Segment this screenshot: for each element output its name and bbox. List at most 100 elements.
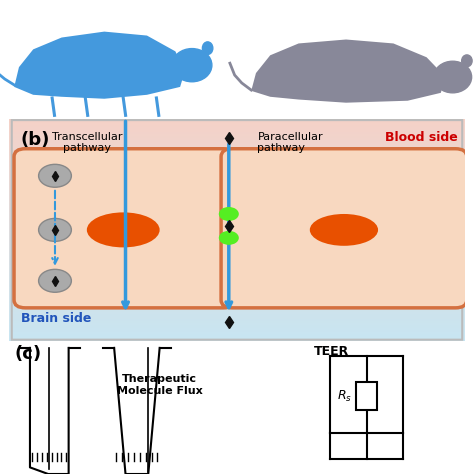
Bar [9,172,465,174]
Bar [9,147,465,150]
Bar [9,143,465,145]
Bar [9,132,465,134]
Bar [9,276,465,279]
Bar [9,256,465,259]
Bar [9,167,465,170]
Bar [9,161,465,163]
Bar [9,136,465,138]
Bar [9,187,465,190]
Bar [9,232,465,234]
Bar [9,317,465,319]
Polygon shape [251,39,446,103]
Bar [9,308,465,310]
Bar [356,382,377,410]
Bar [9,125,465,128]
Bar [9,234,465,237]
Text: Transcellular
pathway: Transcellular pathway [52,132,122,154]
Bar [9,199,465,201]
Bar [9,243,465,246]
Bar [9,134,465,137]
Text: (c): (c) [14,345,41,363]
FancyBboxPatch shape [221,149,467,308]
Bar [9,281,465,283]
Bar [9,163,465,165]
Bar [9,265,465,268]
Circle shape [38,269,72,292]
Bar [9,127,465,130]
Ellipse shape [202,42,213,55]
Bar [9,129,465,132]
Bar [9,321,465,323]
Bar [9,261,465,264]
Bar [9,212,465,214]
Bar [9,183,465,185]
Bar [9,270,465,272]
Text: Paracellular
pathway: Paracellular pathway [257,132,323,154]
Bar [9,292,465,294]
Bar [9,165,465,167]
Bar [9,323,465,326]
Bar [9,158,465,161]
Bar [9,272,465,274]
Bar [9,285,465,288]
Circle shape [219,207,239,221]
Bar [9,210,465,212]
Bar [9,290,465,292]
Bar [9,138,465,141]
Bar [9,288,465,290]
Bar [9,221,465,223]
Bar [9,145,465,147]
Bar [9,140,465,143]
Circle shape [434,61,472,93]
Bar [9,330,465,332]
Bar [9,296,465,299]
Bar [9,303,465,306]
Bar [9,254,465,256]
Circle shape [38,219,72,241]
Bar [9,267,465,270]
Bar [9,191,465,194]
Bar [9,325,465,328]
Bar [9,225,465,228]
Bar [9,156,465,159]
FancyBboxPatch shape [14,149,235,308]
Bar [9,194,465,197]
Bar [9,263,465,265]
Bar [9,190,465,192]
Bar [9,314,465,317]
Bar [9,241,465,243]
Text: Brain side: Brain side [21,312,91,325]
Circle shape [38,164,72,187]
Bar [9,238,465,241]
Bar [9,305,465,308]
Bar [9,258,465,261]
Ellipse shape [462,55,472,67]
Ellipse shape [87,212,160,247]
Bar [9,219,465,221]
Bar [9,223,465,226]
Bar [9,283,465,285]
Bar [9,203,465,205]
Bar [9,339,465,341]
Bar [9,176,465,179]
Bar [9,120,465,123]
Bar [9,149,465,152]
Bar [9,196,465,199]
Bar [9,118,465,121]
Bar [9,174,465,176]
Bar [9,337,465,339]
Bar [9,312,465,315]
Bar [9,319,465,321]
Circle shape [172,49,212,82]
Bar [9,252,465,255]
Bar [9,294,465,297]
Bar [9,332,465,335]
Bar [9,152,465,154]
Bar [9,228,465,230]
Bar [9,299,465,301]
Bar [9,328,465,330]
Circle shape [219,231,239,245]
Bar [9,214,465,217]
Text: (b): (b) [21,131,50,148]
Bar [9,247,465,250]
